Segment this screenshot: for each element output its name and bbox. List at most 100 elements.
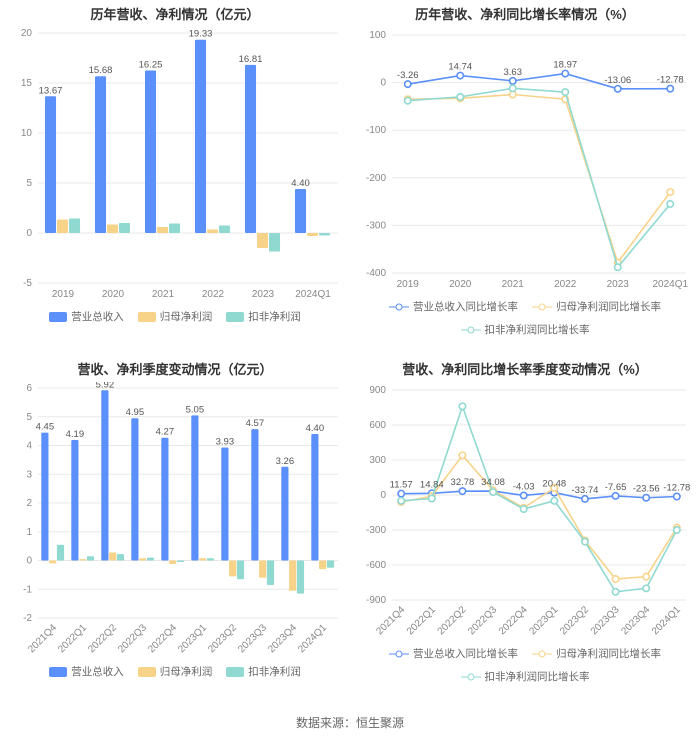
legend-item: 归母净利润 bbox=[138, 309, 213, 324]
svg-text:2022Q2: 2022Q2 bbox=[86, 622, 119, 655]
legend: 营业总收入同比增长率 归母净利润同比增长率扣非净利润同比增长率 bbox=[352, 646, 698, 684]
svg-text:2022Q4: 2022Q4 bbox=[497, 604, 530, 637]
svg-text:4.95: 4.95 bbox=[126, 407, 145, 418]
svg-text:0: 0 bbox=[380, 78, 386, 89]
svg-text:4: 4 bbox=[26, 441, 32, 452]
svg-text:-1: -1 bbox=[23, 584, 32, 595]
svg-text:20.48: 20.48 bbox=[542, 479, 566, 490]
legend-item: 扣非净利润 bbox=[226, 664, 301, 679]
legend-label: 扣非净利润 bbox=[248, 309, 301, 324]
legend-label: 归母净利润 bbox=[160, 664, 213, 679]
svg-text:34.08: 34.08 bbox=[481, 477, 505, 488]
legend: 营业总收入归母净利润 扣非净利润 bbox=[2, 309, 348, 324]
panel-annual-yoy: 历年营收、净利同比增长率情况（%） -400-300-200-100010020… bbox=[350, 0, 700, 355]
line-chart-quarterly-yoy: -900-600-30003006009002021Q42022Q12022Q2… bbox=[352, 382, 698, 644]
legend-swatch-icon bbox=[461, 672, 481, 682]
svg-text:20: 20 bbox=[21, 28, 33, 39]
svg-text:13.67: 13.67 bbox=[39, 85, 63, 96]
svg-text:5.92: 5.92 bbox=[96, 382, 115, 390]
svg-text:2021: 2021 bbox=[152, 289, 175, 300]
svg-text:2023Q2: 2023Q2 bbox=[206, 622, 239, 655]
svg-text:3.63: 3.63 bbox=[504, 67, 523, 78]
svg-text:-2: -2 bbox=[23, 613, 32, 624]
svg-text:15.68: 15.68 bbox=[89, 65, 113, 76]
svg-text:3: 3 bbox=[26, 469, 32, 480]
svg-text:900: 900 bbox=[369, 385, 386, 396]
svg-text:5.05: 5.05 bbox=[186, 404, 205, 415]
svg-text:2023: 2023 bbox=[607, 279, 630, 290]
legend-label: 扣非净利润同比增长率 bbox=[485, 322, 590, 337]
svg-text:2019: 2019 bbox=[397, 279, 420, 290]
panel-annual-revenue: 历年营收、净利情况（亿元） -5051015202019202020212022… bbox=[0, 0, 350, 355]
legend-label: 营业总收入 bbox=[71, 309, 124, 324]
legend-swatch-icon bbox=[138, 312, 156, 322]
svg-text:4.27: 4.27 bbox=[156, 427, 175, 438]
svg-text:-100: -100 bbox=[366, 125, 386, 136]
svg-text:2022Q2: 2022Q2 bbox=[436, 604, 469, 637]
svg-text:-300: -300 bbox=[366, 525, 386, 536]
svg-text:-600: -600 bbox=[366, 560, 386, 571]
svg-text:32.78: 32.78 bbox=[451, 477, 475, 488]
svg-text:2022: 2022 bbox=[554, 279, 577, 290]
svg-text:-7.65: -7.65 bbox=[605, 482, 627, 493]
svg-text:18.97: 18.97 bbox=[553, 60, 577, 71]
svg-text:4.57: 4.57 bbox=[246, 418, 265, 429]
panel-title: 营收、净利同比增长率季度变动情况（%） bbox=[352, 359, 698, 378]
legend-item: 扣非净利润同比增长率 bbox=[461, 322, 590, 337]
svg-text:5: 5 bbox=[26, 178, 32, 189]
svg-text:-33.74: -33.74 bbox=[571, 485, 598, 496]
svg-text:2019: 2019 bbox=[52, 289, 75, 300]
svg-text:2023Q1: 2023Q1 bbox=[527, 604, 560, 637]
svg-text:3.26: 3.26 bbox=[276, 456, 295, 467]
line-chart-annual-yoy: -400-300-200-100010020192020202120222023… bbox=[352, 27, 698, 297]
svg-text:2023Q4: 2023Q4 bbox=[619, 604, 652, 637]
svg-text:3.93: 3.93 bbox=[216, 437, 235, 448]
svg-text:2021: 2021 bbox=[502, 279, 525, 290]
svg-text:11.57: 11.57 bbox=[390, 480, 413, 491]
legend-label: 归母净利润同比增长率 bbox=[556, 646, 661, 661]
svg-text:0: 0 bbox=[26, 556, 32, 567]
panel-title: 历年营收、净利同比增长率情况（%） bbox=[352, 4, 698, 23]
svg-text:-200: -200 bbox=[366, 173, 386, 184]
svg-text:0: 0 bbox=[380, 490, 386, 501]
svg-text:-3.26: -3.26 bbox=[397, 70, 419, 81]
svg-text:2023Q3: 2023Q3 bbox=[589, 604, 622, 637]
svg-text:2021Q4: 2021Q4 bbox=[26, 622, 59, 655]
svg-text:14.84: 14.84 bbox=[420, 479, 444, 490]
legend: 营业总收入同比增长率归母净利润同比增长率扣非净利润同比增长率 bbox=[352, 299, 698, 337]
svg-text:-12.78: -12.78 bbox=[663, 482, 690, 493]
legend-item: 营业总收入 bbox=[49, 664, 124, 679]
legend-label: 扣非净利润同比增长率 bbox=[485, 669, 590, 684]
legend-item: 营业总收入同比增长率 bbox=[389, 646, 518, 661]
data-source-label: 数据来源：恒生聚源 bbox=[0, 710, 700, 737]
svg-text:2023Q1: 2023Q1 bbox=[176, 622, 209, 655]
svg-text:2022Q1: 2022Q1 bbox=[56, 622, 89, 655]
bar-chart-quarterly: -2-101234562021Q42022Q12022Q22022Q32022Q… bbox=[2, 382, 348, 662]
svg-text:2022Q1: 2022Q1 bbox=[405, 604, 438, 637]
svg-text:2020: 2020 bbox=[449, 279, 472, 290]
svg-text:2023: 2023 bbox=[252, 289, 275, 300]
legend-item: 营业总收入同比增长率 bbox=[389, 299, 518, 314]
panel-quarterly-yoy: 营收、净利同比增长率季度变动情况（%） -900-600-30003006009… bbox=[350, 355, 700, 710]
legend-item: 扣非净利润 bbox=[226, 309, 301, 324]
legend-swatch-icon bbox=[49, 312, 67, 322]
legend-swatch-icon bbox=[226, 667, 244, 677]
legend-swatch-icon bbox=[389, 302, 409, 312]
legend-swatch-icon bbox=[226, 312, 244, 322]
svg-text:2024Q1: 2024Q1 bbox=[650, 604, 683, 637]
panel-title: 历年营收、净利情况（亿元） bbox=[2, 4, 348, 23]
legend-swatch-icon bbox=[389, 649, 409, 659]
svg-text:2022Q3: 2022Q3 bbox=[466, 604, 499, 637]
svg-text:4.40: 4.40 bbox=[291, 178, 310, 189]
svg-text:4.19: 4.19 bbox=[66, 429, 85, 440]
bar-chart-annual: -505101520201920202021202220232024Q113.6… bbox=[2, 27, 348, 307]
svg-text:100: 100 bbox=[369, 30, 386, 41]
svg-text:5: 5 bbox=[26, 412, 32, 423]
panel-title: 营收、净利季度变动情况（亿元） bbox=[2, 359, 348, 378]
svg-text:600: 600 bbox=[369, 420, 386, 431]
legend-swatch-icon bbox=[532, 649, 552, 659]
svg-text:6: 6 bbox=[26, 383, 32, 394]
svg-text:2024Q1: 2024Q1 bbox=[652, 279, 688, 290]
svg-text:-4.03: -4.03 bbox=[513, 481, 535, 492]
svg-text:2022Q4: 2022Q4 bbox=[146, 622, 179, 655]
